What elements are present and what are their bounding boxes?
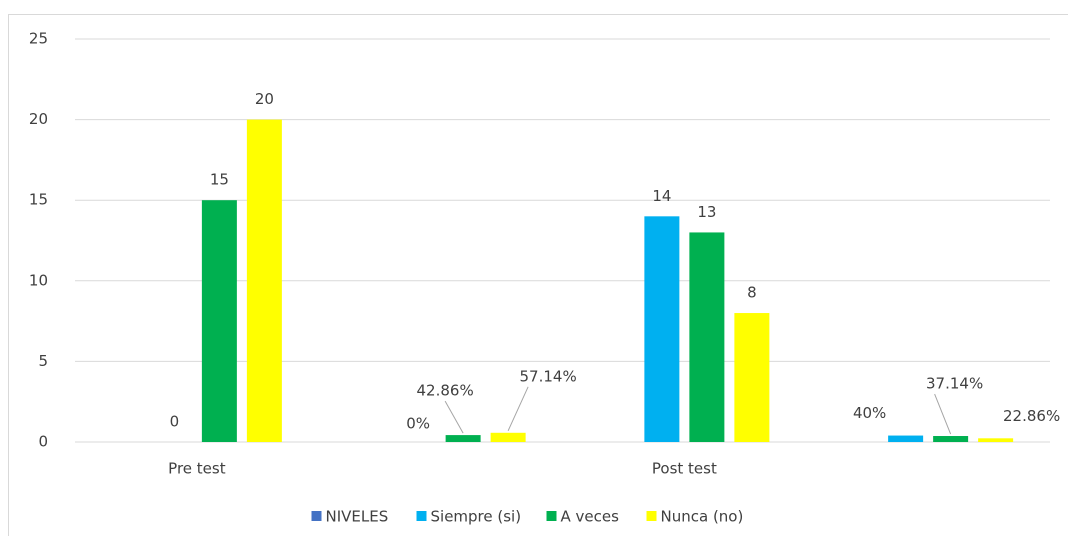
legend-label: A veces [561, 508, 620, 526]
data-label: 14 [652, 187, 671, 205]
y-tick-label: 25 [29, 30, 48, 48]
bar [446, 435, 481, 442]
data-label: 0 [170, 413, 180, 431]
data-label: 37.14% [926, 375, 983, 393]
bar [202, 200, 237, 442]
legend-swatch [647, 511, 657, 521]
data-label: 20 [255, 90, 274, 108]
legend-label: NIVELES [326, 508, 389, 526]
y-tick-label: 5 [38, 352, 48, 370]
bar [978, 438, 1013, 442]
bar [689, 232, 724, 442]
x-tick-label: Pre test [168, 460, 226, 478]
bar [491, 433, 526, 442]
legend-swatch [312, 511, 322, 521]
bar [247, 120, 282, 442]
data-label: 13 [697, 203, 716, 221]
x-tick-label: Post test [652, 460, 717, 478]
legend-swatch [417, 511, 427, 521]
data-label: 8 [747, 284, 757, 302]
data-label: 15 [210, 171, 229, 189]
data-label: 57.14% [520, 367, 577, 385]
legend-label: Nunca (no) [661, 508, 744, 526]
y-tick-label: 10 [29, 271, 48, 289]
data-label: 42.86% [417, 382, 474, 400]
data-label: 40% [853, 404, 886, 422]
chart-border [9, 15, 1068, 537]
y-tick-label: 0 [38, 433, 48, 451]
y-tick-label: 15 [29, 191, 48, 209]
legend-swatch [547, 511, 557, 521]
bar [644, 216, 679, 442]
bar [734, 313, 769, 442]
data-label: 22.86% [1003, 407, 1060, 425]
legend-label: Siempre (si) [431, 508, 522, 526]
y-tick-label: 20 [29, 110, 48, 128]
bar [933, 436, 968, 442]
bar [888, 436, 923, 442]
data-label: 0% [406, 415, 430, 433]
